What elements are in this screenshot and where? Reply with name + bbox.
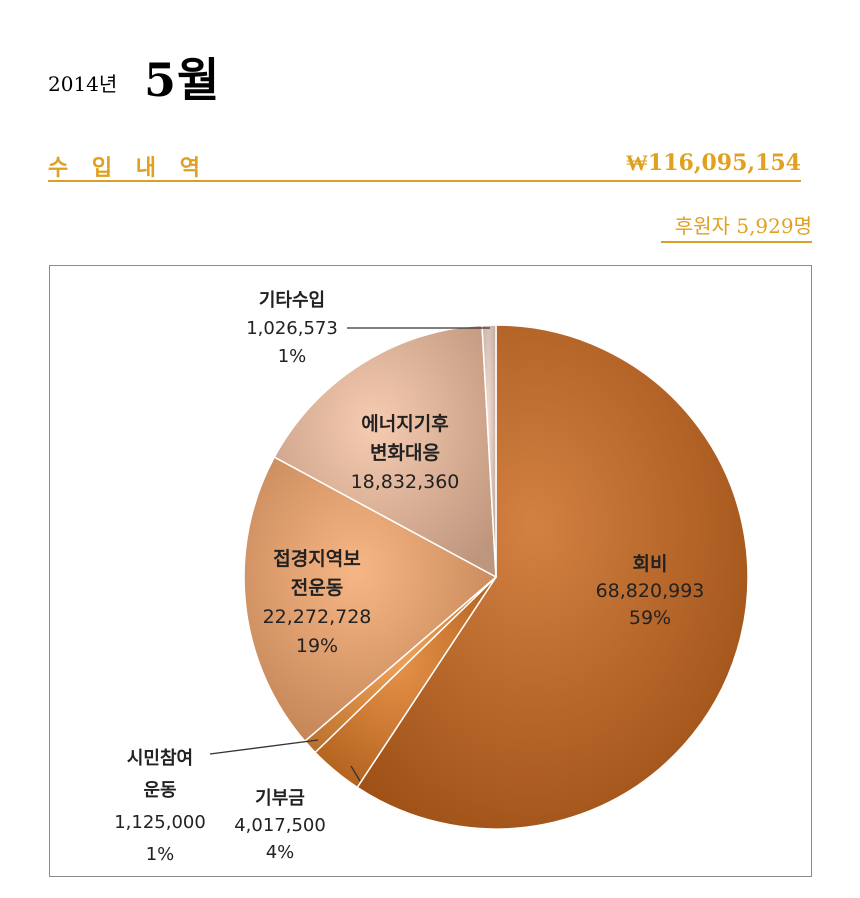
income-row: 수 입 내 역 ₩116,095,154: [48, 150, 801, 182]
slice-percent-label: 1%: [146, 844, 175, 865]
slice-name-label: 전운동: [291, 577, 343, 599]
slice-value-label: 4,017,500: [234, 815, 326, 836]
income-label: 수 입 내 역: [48, 155, 208, 181]
slice-name-label: 변화대응: [370, 442, 440, 464]
leader-line: [350, 765, 361, 782]
income-total: ₩116,095,154: [625, 150, 801, 176]
month-label: 5월: [144, 53, 221, 107]
pie-slices: [243, 324, 749, 830]
slice-percent-label: 19%: [296, 635, 338, 657]
slice-name-label: 접경지역보: [273, 548, 360, 570]
slice-value-label: 1,026,573: [246, 318, 338, 339]
slice-name-label: 운동: [143, 780, 176, 801]
slice-percent-label: 59%: [629, 607, 671, 629]
slice-name-label: 회비: [633, 553, 668, 575]
slice-percent-label: 4%: [266, 842, 295, 863]
slice-percent-label: 1%: [278, 346, 307, 367]
slice-value-label: 68,820,993: [596, 580, 705, 602]
slice-name-label: 시민참여: [127, 748, 193, 769]
pie-slice: [243, 456, 498, 743]
slice-name-label: 기타수입: [259, 289, 325, 311]
slice-name-label: 기부금: [255, 788, 305, 809]
pie-slice: [481, 324, 497, 578]
donor-count: 후원자 5,929명: [660, 210, 812, 243]
slice-value-label: 1,125,000: [114, 812, 206, 833]
leader-line: [209, 739, 319, 755]
slice-name-label: 에너지기후: [361, 413, 448, 435]
slice-value-label: 22,272,728: [263, 606, 372, 628]
year-label: 2014년: [48, 72, 118, 96]
slice-value-label: 18,832,360: [351, 471, 460, 493]
leader-lines: [209, 327, 490, 782]
pie-slice: [356, 324, 749, 830]
